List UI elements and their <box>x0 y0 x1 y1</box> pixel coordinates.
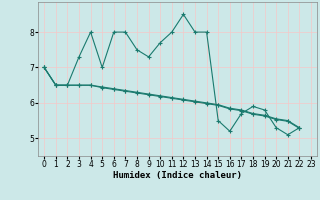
X-axis label: Humidex (Indice chaleur): Humidex (Indice chaleur) <box>113 171 242 180</box>
